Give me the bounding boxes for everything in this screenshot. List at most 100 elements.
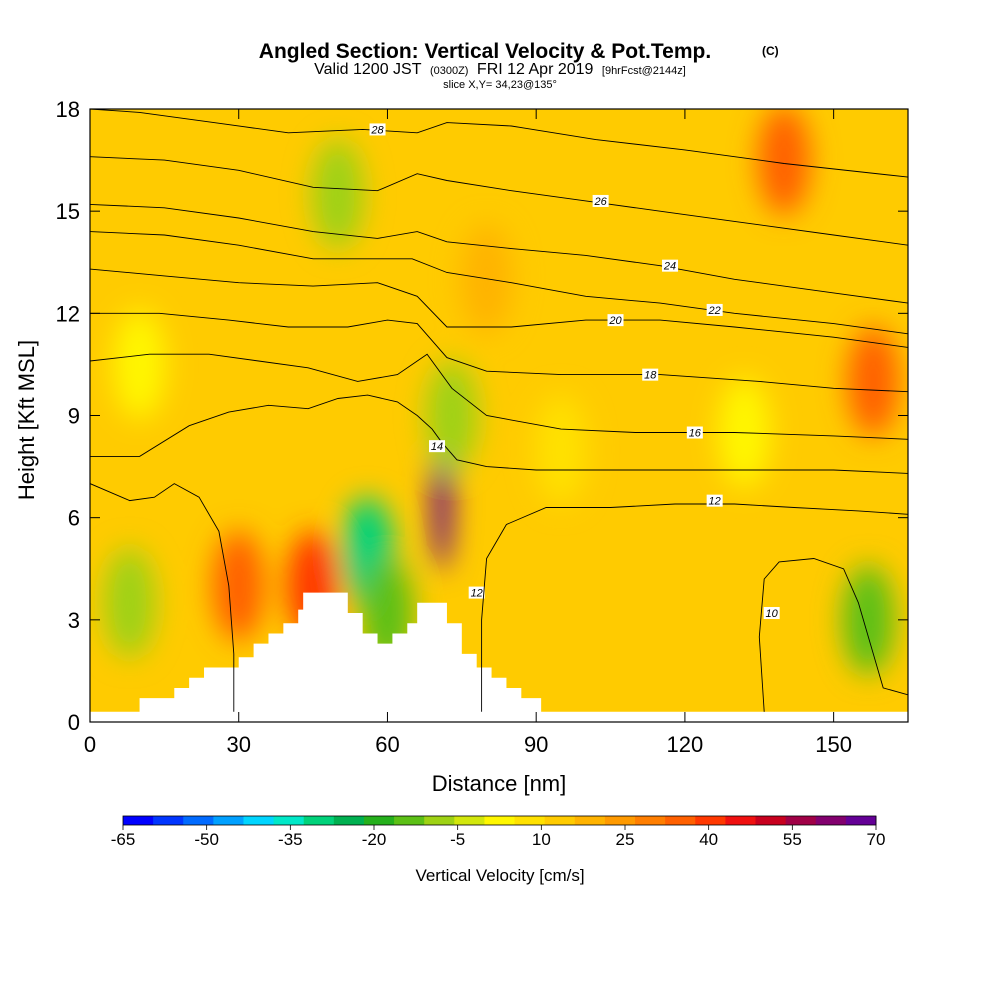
contour-label-bg — [369, 123, 386, 136]
valid-prefix: Valid 1200 JST — [314, 61, 422, 78]
contour-label-28: 28 — [370, 124, 384, 136]
colorbar-segment — [604, 816, 636, 825]
x-tick-label: 150 — [815, 732, 852, 757]
colorbar-segment — [303, 816, 335, 825]
colorbar-segment — [363, 816, 395, 825]
contour-label-bg — [429, 440, 446, 453]
colorbar-segment — [333, 816, 365, 825]
y-tick-label: 18 — [56, 97, 80, 122]
plot-area: 10 12 12 14 16 18 20 22 24 26 28 — [89, 108, 909, 723]
colorbar-segment — [785, 816, 817, 825]
y-tick-label: 12 — [56, 301, 80, 326]
velocity-sample — [842, 564, 895, 675]
contour-label-22: 22 — [708, 305, 721, 317]
colorbar-segment — [243, 816, 275, 825]
contour-line-18 — [90, 312, 908, 393]
colorbar-segment — [665, 816, 696, 825]
velocity-field — [90, 109, 908, 722]
contour-label-bg — [662, 259, 679, 272]
contour-line-10 — [758, 558, 908, 712]
colorbar-segment — [845, 816, 877, 825]
contour-label-14: 14 — [431, 441, 443, 453]
potential-temperature-contours: 10 12 12 14 16 18 20 22 24 26 28 — [90, 109, 908, 712]
x-tick-label: 0 — [84, 732, 96, 757]
colorbar-segment — [815, 816, 847, 825]
colorbar-tick-label: -20 — [362, 830, 387, 849]
contour-line-24 — [90, 203, 908, 304]
y-tick-label: 9 — [68, 404, 80, 429]
velocity-sample — [758, 109, 811, 216]
x-tick-label: 120 — [667, 732, 704, 757]
colorbar-tick-label: 10 — [532, 830, 551, 849]
contour-label-20: 20 — [608, 315, 622, 327]
velocity-sample — [113, 309, 166, 420]
chart-title: Angled Section: Vertical Velocity & Pot.… — [259, 40, 711, 63]
y-axis-label: Height [Kft MSL] — [14, 340, 39, 500]
colorbar-segment — [755, 816, 787, 825]
contour-label-12: 12 — [709, 496, 721, 508]
contour-line-20 — [90, 268, 908, 348]
colorbar-segment — [635, 816, 666, 825]
colorbar-tick-label: -5 — [450, 830, 465, 849]
x-tick-label: 90 — [524, 732, 548, 757]
colorbar-tick-label: 55 — [783, 830, 802, 849]
x-tick-label: 30 — [226, 732, 250, 757]
colorbar-segment — [574, 816, 606, 825]
terrain-shape — [90, 592, 908, 722]
contour-label-bg — [607, 314, 624, 327]
x-axis-label: Distance [nm] — [432, 771, 567, 796]
chart-title-tag: (C) — [762, 44, 779, 58]
contour-line-22 — [90, 231, 908, 335]
contour-line-28 — [90, 109, 908, 178]
contour-line-26 — [90, 156, 908, 246]
colorbar-tick-label: -50 — [194, 830, 219, 849]
contour-label-24: 24 — [663, 261, 676, 273]
colorbar-tick-label: 25 — [616, 830, 635, 849]
colorbar: -65 -50 -35 -20 -5 10 25 40 55 70 — [111, 815, 886, 849]
velocity-sample — [212, 530, 265, 641]
colorbar-segment — [725, 816, 757, 825]
contour-label-18: 18 — [644, 370, 657, 382]
velocity-sample — [460, 224, 513, 335]
colorbar-tick-label: -35 — [278, 830, 303, 849]
contour-label-bg — [706, 303, 723, 316]
colorbar-segment — [514, 816, 546, 825]
colorbar-tick-label: -65 — [111, 830, 136, 849]
colorbar-segment — [544, 816, 576, 825]
colorbar-frame — [122, 815, 877, 826]
colorbar-label: Vertical Velocity [cm/s] — [415, 866, 584, 885]
valid-utc: (0300Z) — [430, 65, 469, 77]
contour-line-14 — [90, 394, 908, 474]
y-tick-label: 0 — [68, 710, 80, 735]
contour-label-bg — [706, 494, 723, 507]
velocity-sample — [103, 547, 156, 658]
colorbar-segment — [695, 816, 726, 825]
valid-date: FRI 12 Apr 2019 — [477, 61, 594, 78]
colorbar-tick-label: 40 — [699, 830, 718, 849]
velocity-sample — [847, 326, 900, 437]
colorbar-segment — [183, 816, 214, 825]
contour-label-bg — [763, 607, 780, 620]
colorbar-segment — [153, 816, 184, 825]
colorbar-tick-label: 70 — [867, 830, 886, 849]
contour-line-12 — [90, 483, 235, 712]
contour-label-16: 16 — [689, 428, 702, 440]
colorbar-segment — [484, 816, 516, 825]
x-axis: 0 30 60 90 120 150 — [84, 109, 852, 757]
contour-label-bg — [592, 194, 609, 207]
x-tick-label: 60 — [375, 732, 399, 757]
contour-label-12: 12 — [471, 588, 483, 600]
contour-label-26: 26 — [594, 196, 608, 208]
velocity-sample — [534, 394, 587, 505]
y-axis: 0 3 6 9 12 15 18 — [56, 97, 908, 735]
contour-label-10: 10 — [766, 608, 779, 620]
contour-label-bg — [686, 426, 703, 439]
contour-line-12 — [481, 503, 908, 712]
y-tick-label: 3 — [68, 608, 80, 633]
contour-label-bg — [468, 586, 485, 599]
velocity-sample — [311, 139, 364, 250]
forecast-info: [9hrFcst@2144z] — [602, 65, 686, 77]
y-tick-label: 6 — [68, 506, 80, 531]
